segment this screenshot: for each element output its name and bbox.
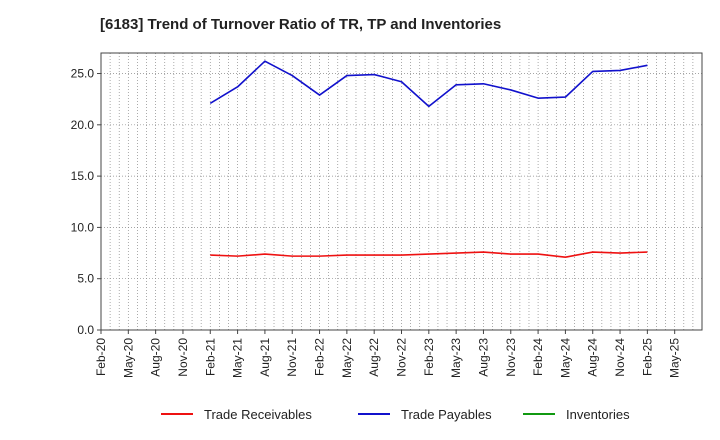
x-tick-label: Nov-24 [613,338,627,377]
x-tick-label: May-23 [449,338,463,378]
x-tick-label: Aug-24 [586,338,600,377]
legend-label-trade-receivables: Trade Receivables [204,407,312,422]
x-tick-label: Nov-21 [285,338,299,377]
y-tick-label: 15.0 [71,169,95,183]
x-tick-label: Aug-23 [476,338,490,377]
x-tick-label: May-21 [231,338,245,378]
x-tick-label: Feb-22 [313,338,327,376]
legend-label-trade-payables: Trade Payables [401,407,492,422]
y-tick-label: 25.0 [71,67,95,81]
series-line-trade-payables [209,60,648,108]
y-tick-label: 0.0 [77,323,94,337]
x-tick-label: May-20 [121,338,135,378]
y-tick-label: 10.0 [71,220,95,234]
y-tick-label: 20.0 [71,118,95,132]
x-tick-label: May-22 [340,338,354,378]
x-tick-label: Nov-20 [176,338,190,377]
x-tick-label: Feb-25 [640,338,654,376]
x-tick-label: Nov-23 [504,338,518,377]
x-tick-label: Feb-24 [531,338,545,376]
x-tick-label: May-25 [668,338,682,378]
y-tick-label: 5.0 [77,272,94,286]
chart-title: [6183] Trend of Turnover Ratio of TR, TP… [100,16,502,33]
x-tick-label: Aug-22 [367,338,381,377]
x-tick-label: Aug-20 [149,338,163,377]
x-tick-label: Feb-23 [422,338,436,376]
x-tick-label: Nov-22 [395,338,409,377]
x-tick-label: Aug-21 [258,338,272,377]
x-tick-label: Feb-21 [203,338,217,376]
x-tick-label: May-24 [558,338,572,378]
legend-label-inventories: Inventories [566,407,630,422]
series-line-trade-receivables [210,251,648,258]
x-tick-label: Feb-20 [94,338,108,376]
